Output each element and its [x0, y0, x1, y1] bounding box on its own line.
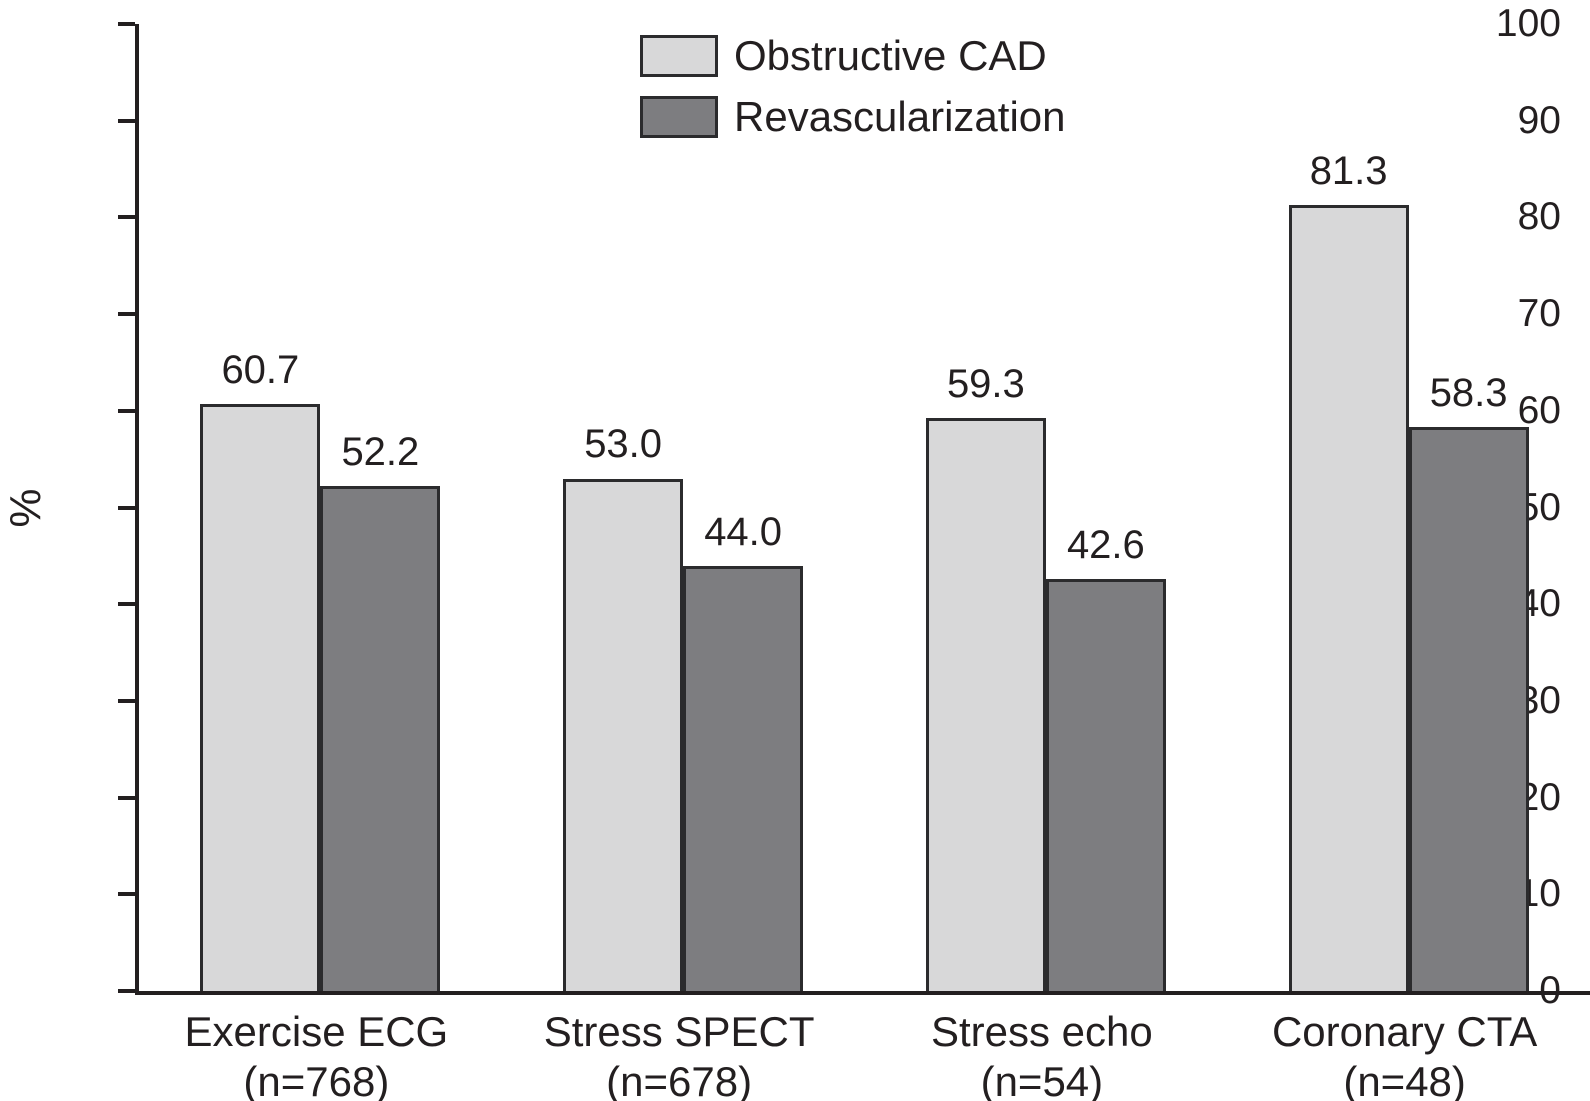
bar	[1045, 579, 1166, 991]
legend-label: Revascularization	[734, 93, 1066, 140]
y-tick-label: 0	[1539, 969, 1561, 1012]
y-tick	[118, 22, 135, 26]
x-category-label: Coronary CTA (n=48)	[1223, 1007, 1587, 1101]
x-category-name: Stress SPECT	[543, 1008, 815, 1055]
y-tick	[118, 989, 135, 993]
y-tick	[118, 698, 135, 703]
y-tick	[118, 505, 135, 510]
bar-value-label: 58.3	[1429, 371, 1508, 416]
bar	[200, 404, 321, 991]
x-category-n: (n=678)	[606, 1058, 753, 1101]
legend-item: Revascularization	[640, 95, 1066, 139]
legend-swatch	[640, 96, 718, 138]
y-tick	[118, 215, 135, 220]
legend-label: Obstructive CAD	[734, 32, 1047, 79]
bar-value-label: 42.6	[1066, 523, 1145, 568]
x-category-name: Stress echo	[930, 1008, 1153, 1055]
legend-swatch	[640, 35, 718, 77]
y-tick	[118, 892, 135, 897]
bar	[563, 478, 684, 991]
x-category-label: Exercise ECG (n=768)	[134, 1007, 498, 1101]
bar-value-label: 60.7	[221, 348, 300, 393]
plot-area: 0 10 20 30 40 50 60 70 80 90 100 60.7 52.2 53.0 44.0 59…	[118, 4, 1590, 1010]
x-category-n: (n=54)	[980, 1058, 1104, 1101]
y-axis-title: %	[1, 488, 50, 528]
y-tick	[118, 118, 135, 123]
y-tick-label: 60	[1517, 388, 1561, 432]
y-tick	[118, 312, 135, 317]
x-category-label: Stress SPECT (n=678)	[497, 1007, 861, 1101]
bar-value-label: 81.3	[1309, 148, 1388, 193]
y-tick	[118, 602, 135, 607]
x-category-n: (n=768)	[243, 1058, 390, 1101]
bar	[320, 486, 441, 991]
x-category-n: (n=48)	[1343, 1058, 1466, 1101]
legend: Obstructive CAD Revascularization	[640, 34, 1066, 139]
bar	[683, 565, 804, 991]
y-tick	[118, 408, 135, 413]
bar	[925, 417, 1046, 991]
x-category-name: Exercise ECG	[184, 1008, 449, 1055]
bar	[1288, 204, 1409, 991]
y-tick	[118, 795, 135, 800]
x-category-name: Coronary CTA	[1271, 1008, 1538, 1055]
bar-value-label: 44.0	[704, 509, 783, 554]
legend-item: Obstructive CAD	[640, 34, 1066, 78]
x-category-label: Stress echo (n=54)	[860, 1007, 1224, 1101]
bar	[1408, 427, 1529, 991]
y-tick-label: 80	[1517, 195, 1561, 239]
bar-value-label: 52.2	[341, 430, 420, 475]
bar-value-label: 59.3	[946, 361, 1025, 406]
y-tick-label: 100	[1495, 2, 1561, 45]
bar-value-label: 53.0	[584, 422, 663, 467]
y-tick-label: 70	[1517, 292, 1561, 336]
y-tick-label: 90	[1517, 98, 1561, 142]
